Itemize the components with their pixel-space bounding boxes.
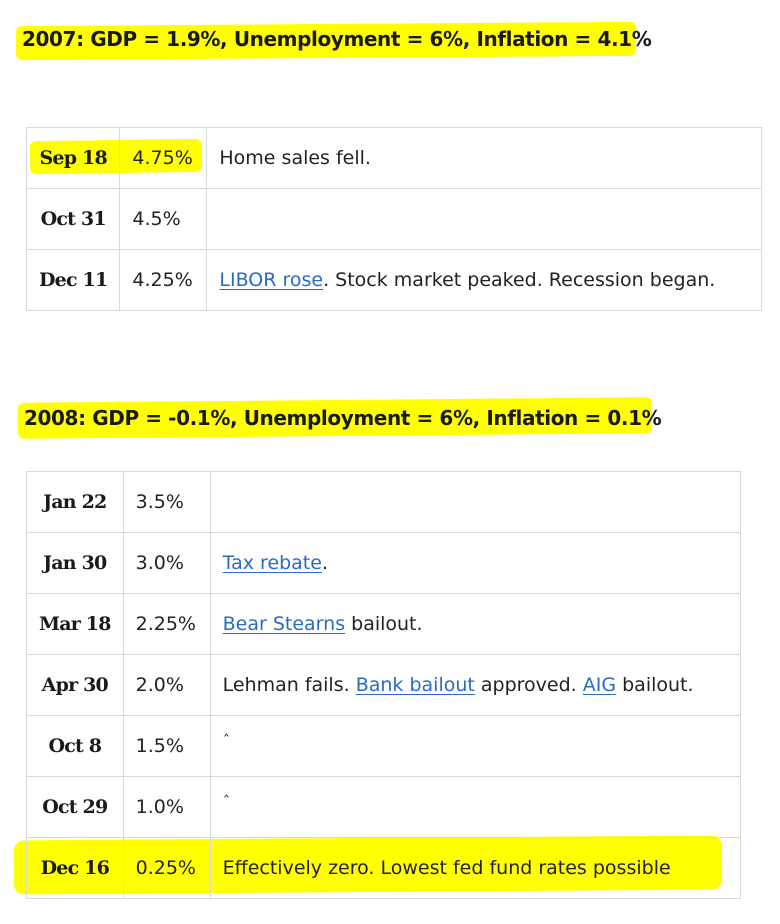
libor-link[interactable]: LIBOR rose bbox=[219, 269, 324, 291]
note-text: bailout. bbox=[616, 674, 694, 696]
table-row: Oct 29 1.0% ˆ bbox=[26, 776, 742, 838]
rate-cell: 4.25% bbox=[119, 249, 208, 311]
note-cell: ˆ bbox=[209, 776, 742, 838]
note-text: bailout. bbox=[345, 613, 423, 635]
note-text: . Stock market peaked. Recession began. bbox=[323, 269, 716, 291]
rate-cell: 0.25% bbox=[122, 837, 211, 899]
table-row: Sep 18 4.75% Home sales fell. bbox=[25, 127, 762, 189]
table-row: Jan 30 3.0% Tax rebate. bbox=[26, 532, 742, 594]
note-cell: Tax rebate. bbox=[209, 532, 742, 594]
rate-cell: 2.25% bbox=[122, 593, 211, 655]
note-cell bbox=[209, 471, 742, 533]
note-cell: Bear Stearns bailout. bbox=[209, 593, 742, 655]
note-cell: Home sales fell. bbox=[206, 127, 762, 189]
rate-cell: 1.0% bbox=[122, 776, 211, 838]
note-cell: ˆ bbox=[209, 715, 742, 777]
table-row: Mar 18 2.25% Bear Stearns bailout. bbox=[26, 593, 742, 655]
date-cell: Oct 31 bbox=[25, 188, 121, 250]
note-text: approved. bbox=[474, 674, 583, 696]
rate-cell: 4.5% bbox=[119, 188, 208, 250]
rates-table-2007: Sep 18 4.75% Home sales fell. Oct 31 4.5… bbox=[25, 127, 762, 311]
rate-cell: 3.0% bbox=[122, 532, 211, 594]
date-cell: Sep 18 bbox=[25, 127, 121, 189]
tax-rebate-link[interactable]: Tax rebate bbox=[222, 552, 322, 574]
table-row: Dec 11 4.25% LIBOR rose. Stock market pe… bbox=[25, 249, 762, 311]
date-cell: Apr 30 bbox=[26, 654, 124, 716]
bank-bailout-link[interactable]: Bank bailout bbox=[355, 674, 475, 696]
date-cell: Mar 18 bbox=[26, 593, 124, 655]
note-cell: Effectively zero. Lowest fed fund rates … bbox=[209, 837, 742, 899]
rate-cell: 3.5% bbox=[122, 471, 211, 533]
table-row: Apr 30 2.0% Lehman fails. Bank bailout a… bbox=[26, 654, 742, 716]
heading-2007: 2007: GDP = 1.9%, Unemployment = 6%, Inf… bbox=[22, 27, 652, 51]
table-row: Jan 22 3.5% bbox=[26, 471, 742, 533]
aig-link[interactable]: AIG bbox=[582, 674, 617, 696]
date-cell: Jan 30 bbox=[26, 532, 124, 594]
note-cell bbox=[206, 188, 762, 250]
date-cell: Oct 8 bbox=[26, 715, 124, 777]
note-cell: Lehman fails. Bank bailout approved. AIG… bbox=[209, 654, 742, 716]
note-cell: LIBOR rose. Stock market peaked. Recessi… bbox=[206, 249, 762, 311]
heading-2008: 2008: GDP = -0.1%, Unemployment = 6%, In… bbox=[24, 406, 662, 430]
rate-cell: 2.0% bbox=[122, 654, 211, 716]
date-cell: Jan 22 bbox=[26, 471, 124, 533]
date-cell: Dec 11 bbox=[25, 249, 121, 311]
date-cell: Oct 29 bbox=[26, 776, 124, 838]
caret-mark: ˆ bbox=[222, 732, 231, 750]
caret-mark: ˆ bbox=[222, 793, 231, 811]
rates-table-2008: Jan 22 3.5% Jan 30 3.0% Tax rebate. Mar … bbox=[26, 471, 742, 899]
table-row: Oct 31 4.5% bbox=[25, 188, 762, 250]
table-row: Oct 8 1.5% ˆ bbox=[26, 715, 742, 777]
note-text: . bbox=[321, 552, 328, 574]
table-row: Dec 16 0.25% Effectively zero. Lowest fe… bbox=[26, 837, 742, 899]
note-text: Lehman fails. bbox=[222, 674, 356, 696]
rate-cell: 4.75% bbox=[119, 127, 208, 189]
rate-cell: 1.5% bbox=[122, 715, 211, 777]
date-cell: Dec 16 bbox=[26, 837, 124, 899]
bear-stearns-link[interactable]: Bear Stearns bbox=[222, 613, 346, 635]
